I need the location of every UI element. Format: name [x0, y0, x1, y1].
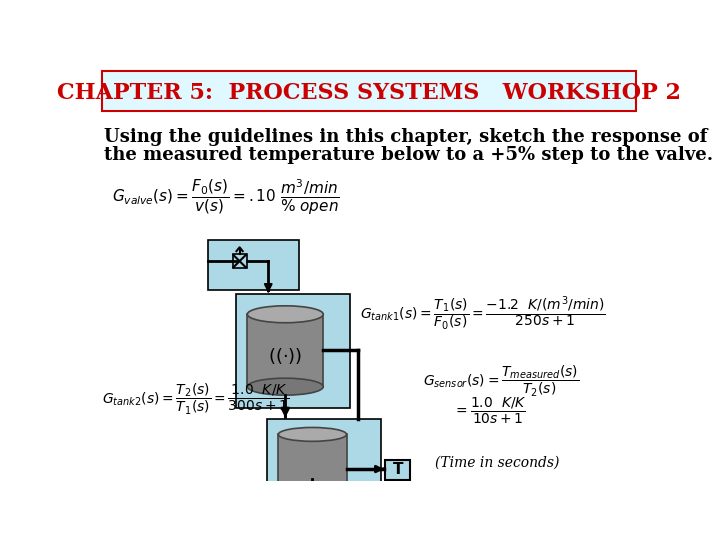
- Text: $((\cdot))$: $((\cdot))$: [268, 346, 302, 366]
- Text: the measured temperature below to a +5% step to the valve.: the measured temperature below to a +5% …: [104, 146, 713, 164]
- Text: $= \dfrac{1.0\ \ K/K}{10s+1}$: $= \dfrac{1.0\ \ K/K}{10s+1}$: [453, 396, 526, 426]
- Text: (Time in seconds): (Time in seconds): [435, 456, 559, 470]
- FancyBboxPatch shape: [208, 240, 300, 291]
- Ellipse shape: [248, 306, 323, 323]
- FancyBboxPatch shape: [235, 294, 351, 408]
- Text: $G_{sensor}(s) = \dfrac{T_{measured}(s)}{T_2(s)}$: $G_{sensor}(s) = \dfrac{T_{measured}(s)}…: [423, 363, 580, 399]
- Text: T: T: [392, 462, 403, 477]
- Text: CHAPTER 5:  PROCESS SYSTEMS   WORKSHOP 2: CHAPTER 5: PROCESS SYSTEMS WORKSHOP 2: [57, 82, 681, 104]
- Text: Using the guidelines in this chapter, sketch the response of: Using the guidelines in this chapter, sk…: [104, 128, 708, 146]
- FancyBboxPatch shape: [266, 419, 382, 510]
- Text: $G_{tank2}(s) = \dfrac{T_2(s)}{T_1(s)} = \dfrac{1.0\ \ K/K}{300s+1}$: $G_{tank2}(s) = \dfrac{T_2(s)}{T_1(s)} =…: [102, 382, 289, 417]
- Bar: [248, 314, 323, 387]
- Text: $G_{tank1}(s) = \dfrac{T_1(s)}{F_0(s)} = \dfrac{-1.2\ \ K/(m^3/min)}{250s+1}$: $G_{tank1}(s) = \dfrac{T_1(s)}{F_0(s)} =…: [360, 294, 606, 333]
- Ellipse shape: [279, 486, 346, 500]
- Ellipse shape: [279, 428, 346, 441]
- FancyBboxPatch shape: [385, 460, 410, 480]
- Ellipse shape: [248, 378, 323, 395]
- Text: $G_{valve}(s) = \dfrac{F_0(s)}{v(s)} = .10\ \dfrac{m^3/min}{\%\ open}$: $G_{valve}(s) = \dfrac{F_0(s)}{v(s)} = .…: [112, 178, 339, 218]
- Bar: [279, 434, 346, 493]
- FancyBboxPatch shape: [102, 71, 636, 111]
- Bar: [233, 254, 246, 268]
